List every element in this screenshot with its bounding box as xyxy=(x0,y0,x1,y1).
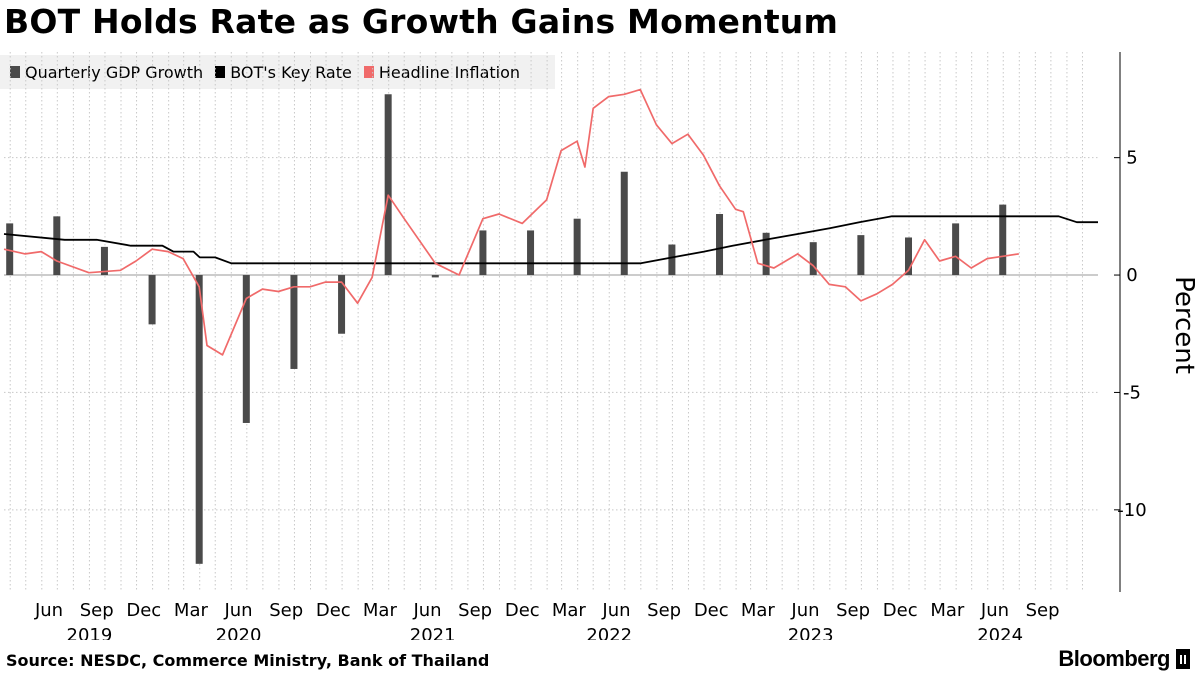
source-note: Source: NESDC, Commerce Ministry, Bank o… xyxy=(6,651,490,670)
brand-wordmark: Bloomberg xyxy=(1058,646,1170,671)
x-tick-label: Mar xyxy=(930,600,965,621)
bar-gdp-2024-03-31 xyxy=(952,223,960,276)
y-tick-label: 0 xyxy=(1126,265,1137,286)
x-year-label: 2020 xyxy=(216,625,262,640)
brand-badge-icon xyxy=(1176,649,1190,669)
x-tick-label: Dec xyxy=(694,600,729,621)
legend-label-key-rate: BOT's Key Rate xyxy=(230,62,352,82)
legend-label-gdp: Quarterly GDP Growth xyxy=(25,62,204,82)
x-tick-label: Sep xyxy=(1026,600,1060,621)
bar-gdp-2021-06-30 xyxy=(431,275,439,278)
x-tick-label: Mar xyxy=(174,600,209,621)
bar-layer xyxy=(6,94,1007,564)
bar-gdp-2022-09-30 xyxy=(668,244,676,276)
x-year-label: 2023 xyxy=(788,625,834,640)
x-year-label: 2019 xyxy=(67,625,113,640)
bar-gdp-2020-12-31 xyxy=(338,275,346,334)
axis-layer: 5 0 -5 -10 Jun Sep Dec Mar Jun Sep Dec Mar Jun Sep Dec… xyxy=(34,52,1147,640)
bar-gdp-2023-12-31 xyxy=(905,237,913,276)
x-tick-label: Sep xyxy=(836,600,870,621)
bar-gdp-2020-09-30 xyxy=(290,275,298,369)
y-tick-label: 5 xyxy=(1126,148,1137,169)
line-key-rate xyxy=(3,215,1098,265)
x-tick-label: Dec xyxy=(316,600,351,621)
bar-gdp-2021-12-31 xyxy=(527,230,535,276)
chart-area: 5 0 -5 -10 Jun Sep Dec Mar Jun Sep Dec Mar Jun Sep Dec… xyxy=(3,52,1199,640)
x-tick-label: Sep xyxy=(647,600,681,621)
bar-gdp-2021-09-30 xyxy=(479,230,487,276)
y-tick-label: -5 xyxy=(1123,382,1141,403)
chart-title: BOT Holds Rate as Growth Gains Momentum xyxy=(4,2,839,41)
legend-label-inflation: Headline Inflation xyxy=(378,62,521,82)
x-tick-label: Sep xyxy=(269,600,303,621)
x-tick-label: Mar xyxy=(363,600,398,621)
bar-gdp-2022-12-31 xyxy=(716,214,724,276)
legend-swatch-inflation xyxy=(363,66,374,78)
x-year-label: 2022 xyxy=(586,625,632,640)
bar-gdp-2024-06-30 xyxy=(999,204,1007,276)
legend-swatch-key-rate xyxy=(215,66,226,78)
x-year-label: 2021 xyxy=(410,625,456,640)
x-tick-label: Mar xyxy=(552,600,587,621)
x-tick-label: Jun xyxy=(34,600,63,621)
grid-layer xyxy=(4,52,1098,592)
bar-gdp-2020-03-31 xyxy=(195,275,203,564)
bar-gdp-2019-09-30 xyxy=(100,246,108,276)
y-axis-label: Percent xyxy=(1169,276,1199,374)
brand-logo: Bloomberg xyxy=(1058,646,1190,672)
bar-gdp-2023-09-30 xyxy=(857,235,865,276)
bar-gdp-2019-06-30 xyxy=(53,216,61,276)
x-tick-label: Jun xyxy=(601,600,630,621)
line-inflation xyxy=(3,88,1019,356)
bar-gdp-2021-03-31 xyxy=(384,94,392,276)
bar-gdp-2019-12-31 xyxy=(148,275,156,325)
bar-gdp-2022-03-31 xyxy=(573,218,581,276)
legend-swatch-gdp xyxy=(10,66,20,78)
bar-gdp-2019-03-31 xyxy=(6,223,14,276)
bar-gdp-2020-06-30 xyxy=(242,275,250,423)
legend-item-gdp: Quarterly GDP Growth xyxy=(10,63,203,82)
x-tick-label: Jun xyxy=(223,600,252,621)
y-tick-label: -10 xyxy=(1117,500,1146,521)
x-tick-label: Sep xyxy=(458,600,492,621)
x-tick-label: Dec xyxy=(126,600,161,621)
bar-gdp-2022-06-30 xyxy=(620,171,628,276)
chart-legend: Quarterly GDP Growth BOT's Key Rate Head… xyxy=(0,55,555,89)
legend-item-inflation: Headline Inflation xyxy=(363,62,521,82)
x-tick-label: Jun xyxy=(412,600,441,621)
bar-gdp-2023-06-30 xyxy=(809,242,817,276)
x-tick-label: Jun xyxy=(980,600,1009,621)
legend-item-key-rate: BOT's Key Rate xyxy=(215,63,352,82)
x-year-label: 2024 xyxy=(977,625,1023,640)
bar-gdp-2023-03-31 xyxy=(762,232,770,276)
x-tick-label: Mar xyxy=(741,600,776,621)
x-tick-label: Jun xyxy=(790,600,819,621)
x-tick-label: Sep xyxy=(80,600,114,621)
line-layer xyxy=(3,88,1098,356)
x-tick-label: Dec xyxy=(505,600,540,621)
x-tick-label: Dec xyxy=(883,600,918,621)
